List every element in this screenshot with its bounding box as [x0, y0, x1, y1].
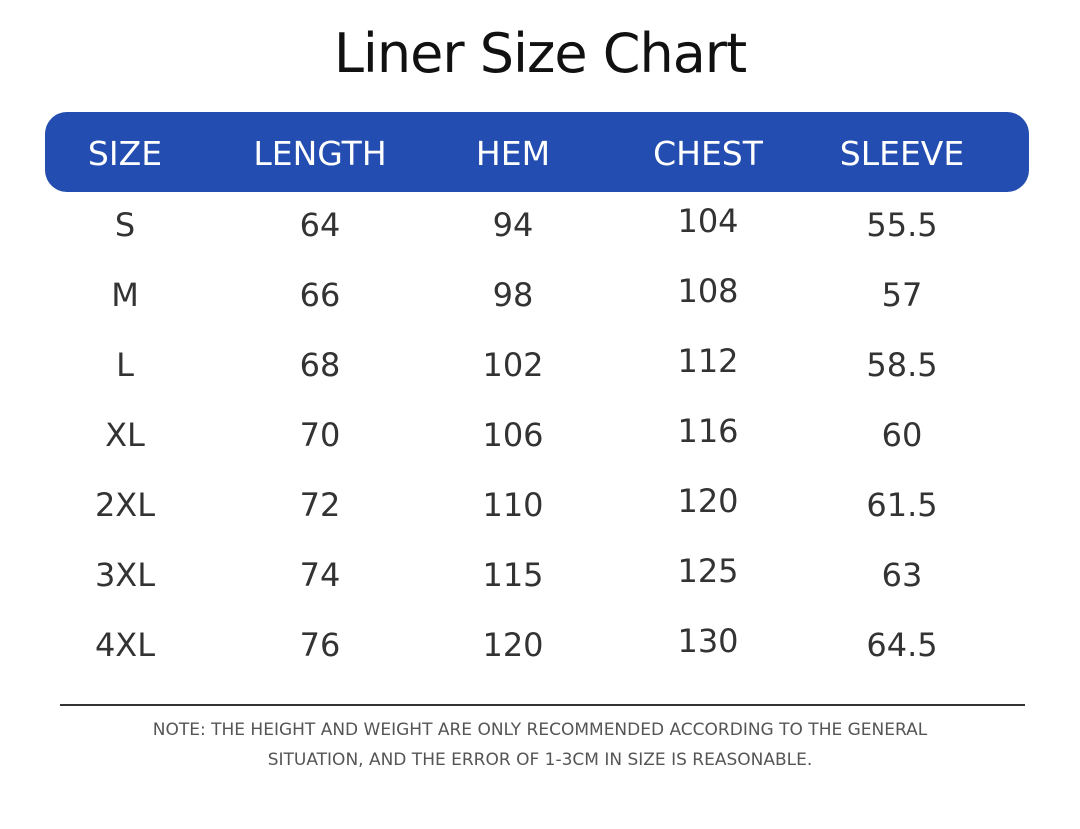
- body-cell: 2XL: [94, 486, 156, 524]
- note-line: NOTE: THE HEIGHT AND WEIGHT ARE ONLY REC…: [152, 720, 928, 740]
- body-cell: 125: [677, 552, 739, 590]
- body-cell: 74: [299, 556, 341, 594]
- body-cell: 120: [677, 482, 739, 520]
- body-cell: M: [111, 276, 139, 314]
- body-cell: 116: [677, 412, 739, 450]
- body-cell: 55.5: [866, 206, 938, 244]
- body-cell: 64: [299, 206, 341, 244]
- body-cell: 4XL: [94, 626, 156, 664]
- body-cell: 104: [677, 202, 739, 240]
- body-cell: 120: [482, 626, 544, 664]
- body-cell: XL: [105, 416, 145, 454]
- body-cell: 64.5: [866, 626, 938, 664]
- body-cell: 63: [881, 556, 923, 594]
- table-header: SIZE LENGTH HEM CHEST SLEEVE: [45, 112, 1029, 192]
- body-cell: 66: [299, 276, 341, 314]
- body-cell: 68: [299, 346, 341, 384]
- header-cell: SLEEVE: [839, 134, 965, 173]
- body-cell: 130: [677, 622, 739, 660]
- header-cell: CHEST: [653, 134, 763, 173]
- body-cell: 110: [482, 486, 544, 524]
- body-cell: 70: [299, 416, 341, 454]
- body-cell: 115: [482, 556, 544, 594]
- body-cell: 108: [677, 272, 739, 310]
- divider: [60, 704, 1025, 706]
- header-cell: LENGTH: [253, 134, 387, 173]
- body-cell: 94: [492, 206, 534, 244]
- body-cell: 98: [492, 276, 534, 314]
- body-cell: 106: [482, 416, 544, 454]
- body-cell: 58.5: [866, 346, 938, 384]
- header-cell: SIZE: [87, 134, 163, 173]
- body-cell: 102: [482, 346, 544, 384]
- body-cell: 72: [299, 486, 341, 524]
- body-cell: 3XL: [94, 556, 156, 594]
- body-cell: 76: [299, 626, 341, 664]
- body-cell: 60: [881, 416, 923, 454]
- note-line: SITUATION, AND THE ERROR OF 1-3CM IN SIZ…: [267, 750, 813, 770]
- body-cell: 61.5: [866, 486, 938, 524]
- body-cell: 112: [677, 342, 739, 380]
- title: Liner Size Chart: [333, 22, 747, 85]
- body-cell: S: [114, 206, 136, 244]
- body-cell: L: [116, 346, 134, 384]
- header-cell: HEM: [475, 134, 551, 173]
- body-cell: 57: [881, 276, 923, 314]
